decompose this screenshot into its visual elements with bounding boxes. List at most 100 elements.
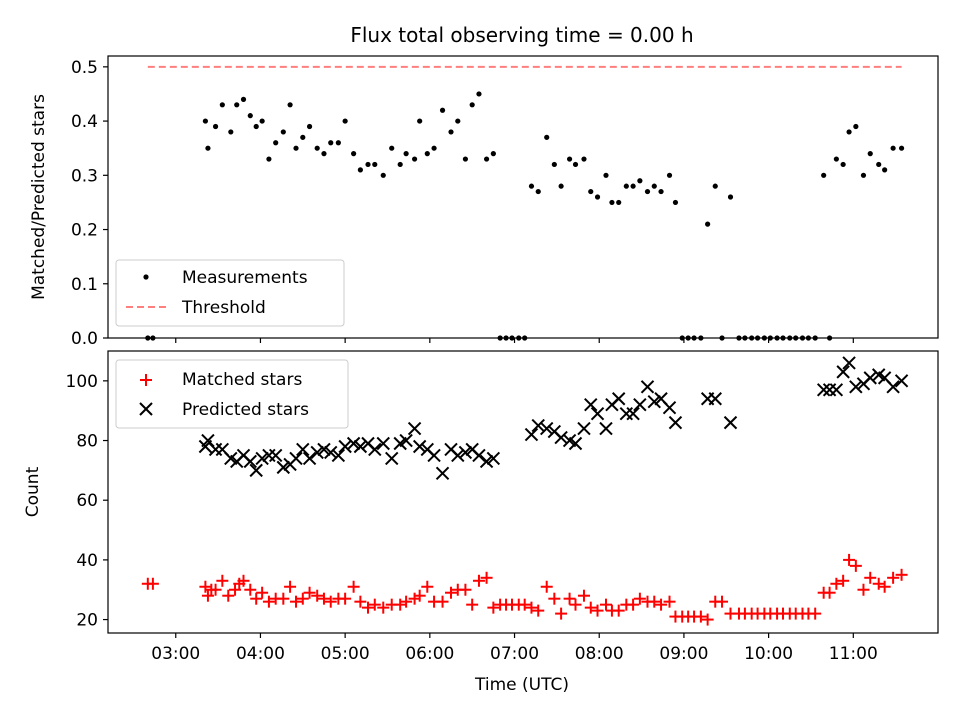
- bottom-y-tick-label: 40: [76, 551, 98, 571]
- predicted-star-point: [399, 433, 413, 448]
- measurement-point: [666, 172, 673, 178]
- measurement-point: [469, 102, 475, 108]
- x-tick-label: 07:00: [490, 644, 539, 664]
- top-y-tick-label: 0.0: [71, 329, 98, 349]
- measurement-point: [727, 194, 734, 200]
- measurement-point: [280, 129, 286, 135]
- matched-star-point: [209, 583, 222, 596]
- measurement-point: [705, 221, 711, 227]
- measurement-point: [202, 118, 208, 124]
- matched-star-point: [563, 592, 576, 605]
- measurement-point: [490, 151, 496, 157]
- measurement-point: [616, 199, 622, 206]
- legend-marker-predicted: [139, 402, 153, 416]
- measurement-point: [651, 183, 657, 189]
- predicted-star-point: [886, 380, 900, 394]
- measurement-point: [219, 102, 225, 108]
- measurement-point: [544, 134, 550, 140]
- predicted-star-point: [310, 445, 324, 460]
- legend-label-predicted: Predicted stars: [182, 400, 309, 420]
- measurement-point: [787, 335, 793, 341]
- measurement-point: [528, 183, 535, 189]
- measurement-point: [483, 156, 490, 162]
- matched-star-point: [857, 583, 870, 596]
- top-legend-box: [115, 259, 345, 327]
- measurement-point: [742, 335, 748, 341]
- x-axis-label: Time (UTC): [474, 675, 569, 695]
- matched-star-point: [648, 595, 661, 608]
- predicted-star-point: [479, 454, 494, 469]
- measurement-point: [380, 172, 386, 178]
- matched-star-point: [663, 595, 676, 608]
- predicted-star-point: [590, 406, 605, 421]
- matched-star-point: [394, 598, 407, 611]
- measurement-point: [812, 335, 818, 341]
- measurement-point: [509, 335, 515, 341]
- measurement-point: [411, 156, 418, 162]
- measurement-point: [522, 335, 528, 341]
- matched-star-point: [655, 598, 668, 611]
- bottom-y-tick-label: 100: [66, 372, 98, 392]
- matched-star-point: [466, 598, 479, 611]
- measurement-point: [273, 140, 279, 146]
- measurement-point: [588, 188, 594, 195]
- matched-star-point: [716, 595, 729, 608]
- measurement-point: [287, 102, 293, 108]
- matched-star-point: [459, 583, 472, 596]
- measurement-point: [780, 335, 786, 341]
- matched-star-point: [421, 580, 434, 593]
- measurement-point: [247, 113, 253, 119]
- matched-star-point: [250, 592, 263, 605]
- matched-star-point: [472, 574, 485, 587]
- matched-star-point: [555, 607, 568, 620]
- matched-star-point: [532, 604, 545, 617]
- measurement-point: [351, 151, 357, 157]
- predicted-star-point: [531, 418, 545, 433]
- matched-star-point: [324, 595, 337, 608]
- predicted-star-point: [611, 392, 626, 406]
- measurement-point: [455, 118, 461, 124]
- predicted-star-point: [584, 398, 598, 412]
- measurement-point: [630, 183, 636, 189]
- measurement-point: [672, 199, 679, 206]
- measurement-point: [594, 194, 601, 200]
- measurement-point: [603, 172, 609, 178]
- measurement-point: [761, 335, 767, 341]
- measurement-point: [644, 188, 651, 195]
- matched-star-point: [296, 592, 309, 605]
- measurement-point: [476, 91, 482, 97]
- measurement-point: [623, 183, 629, 189]
- measurement-point: [503, 335, 509, 341]
- measurement-point: [821, 172, 827, 178]
- predicted-star-point: [338, 439, 352, 454]
- predicted-star-point: [816, 383, 831, 397]
- predicted-star-point: [427, 448, 441, 463]
- matched-star-point: [400, 595, 413, 608]
- matched-star-point: [830, 577, 843, 590]
- measurement-point: [240, 96, 247, 102]
- measurement-point: [335, 140, 341, 146]
- predicted-star-point: [472, 448, 486, 463]
- predicted-star-point: [435, 466, 450, 481]
- matched-star-point: [837, 574, 850, 587]
- measurement-point: [572, 161, 579, 168]
- predicted-star-point: [863, 371, 877, 385]
- measurement-point: [581, 156, 587, 162]
- matched-star-point: [843, 553, 856, 566]
- predicted-star-point: [894, 374, 909, 388]
- top-y-ticks: 0.0 0.1 0.2 0.3 0.4 0.5: [71, 58, 108, 349]
- top-y-tick-label: 0.2: [71, 221, 98, 241]
- measurement-point: [826, 335, 833, 341]
- legend-label-matched: Matched stars: [182, 370, 302, 390]
- matched-star-point: [244, 583, 257, 596]
- matched-star-point: [518, 598, 531, 611]
- predicted-star-point: [346, 436, 361, 451]
- matched-star-point: [237, 574, 250, 587]
- predicted-star-point: [829, 383, 844, 397]
- matched-star-point: [823, 586, 836, 599]
- measurement-point: [712, 183, 718, 189]
- matched-star-point: [445, 586, 458, 599]
- top-legend: Measurements Threshold: [115, 259, 345, 327]
- legend-marker-measurements: [143, 274, 149, 280]
- measurement-point: [767, 335, 773, 341]
